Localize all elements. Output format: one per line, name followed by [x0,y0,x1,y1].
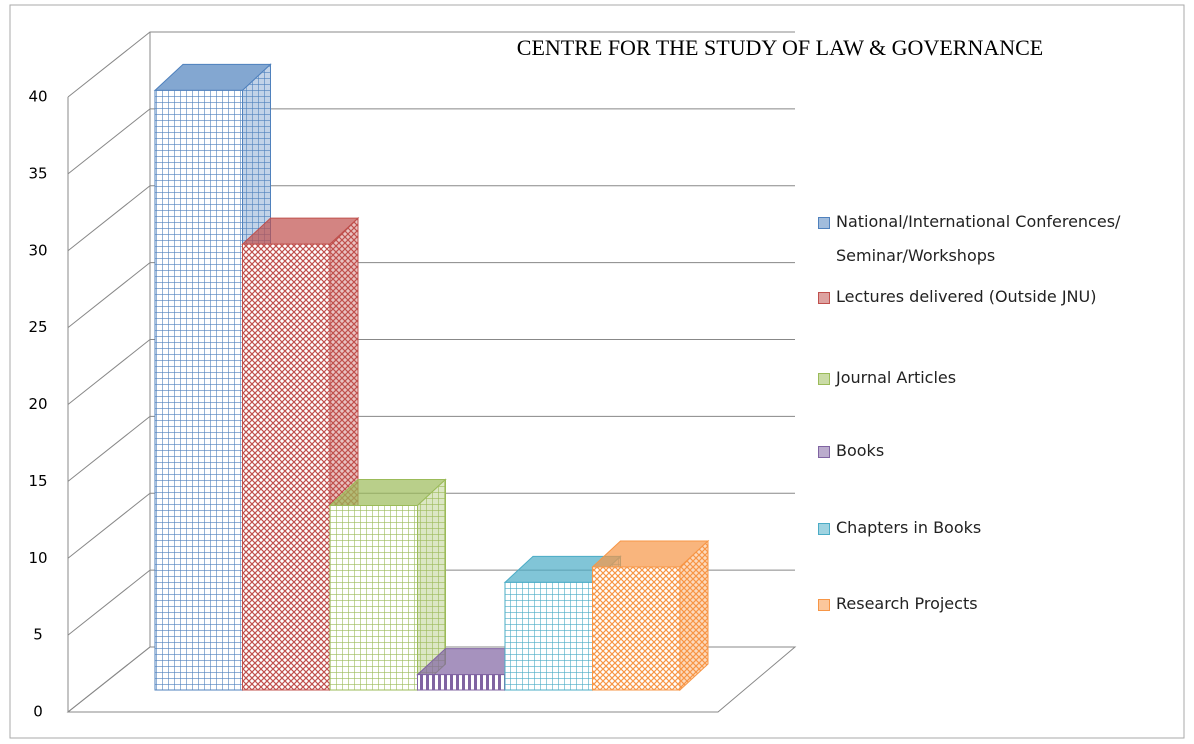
legend-item: Lectures delivered (Outside JNU) [818,280,1096,314]
bar [417,674,506,691]
legend-item: Chapters in Books [818,511,981,545]
bar [242,243,331,691]
legend-item: Books [818,434,884,468]
legend-swatch [818,292,830,304]
legend-label: Lectures delivered (Outside JNU) [836,287,1097,306]
chart-title: CENTRE FOR THE STUDY OF LAW & GOVERNANCE [517,35,1043,60]
legend-swatch [818,446,830,458]
legend-swatch [818,599,830,611]
y-tick-label: 15 [28,472,47,490]
y-tick-label: 10 [28,549,47,567]
legend-label: Research Projects [836,594,978,613]
bar [592,566,681,691]
legend-item: Research Projects [818,587,978,621]
y-tick-label: 30 [28,241,47,259]
legend-label: National/International Conferences/ Semi… [836,212,1121,265]
y-tick-label: 25 [28,318,47,336]
y-tick-label: 20 [28,395,47,413]
legend-label: Books [836,441,885,460]
bar [504,581,593,691]
legend-label: Chapters in Books [836,518,982,537]
legend-swatch [818,217,830,229]
legend-item: National/International Conferences/ Semi… [818,205,1178,273]
legend-item: Journal Articles [818,361,956,395]
y-tick-label: 40 [28,88,47,106]
bar-side-shade [680,541,708,690]
y-tick-label: 35 [28,164,47,182]
y-tick-label: 0 [33,703,43,721]
bar [329,505,418,691]
y-tick-label: 5 [33,626,43,644]
legend-swatch [818,373,830,385]
bar [154,89,243,691]
bar-side-shade [417,479,446,690]
legend-swatch [818,523,830,535]
legend-label: Journal Articles [836,368,957,387]
